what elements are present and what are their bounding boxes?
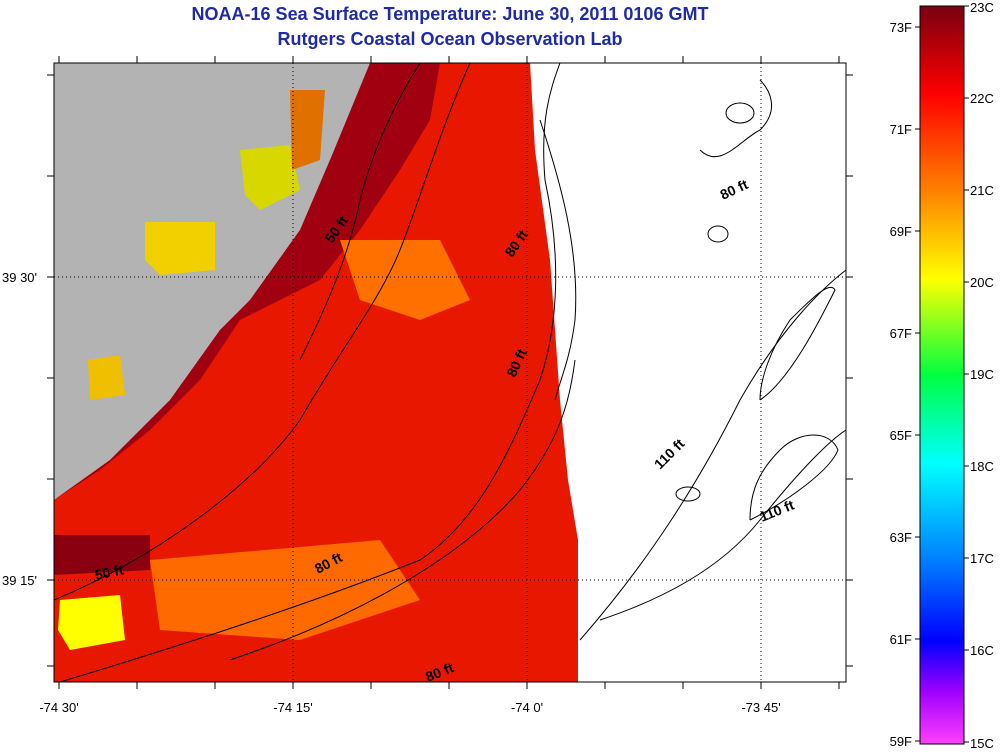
contour-label: 80 ft xyxy=(718,176,751,203)
contour-label: 110 ft xyxy=(757,496,797,524)
x-tick-label: -73 45' xyxy=(741,700,780,715)
contour-shoal xyxy=(699,79,773,158)
sst-warm-patch xyxy=(290,90,325,170)
colorbar-f-label: 63F xyxy=(890,530,912,545)
y-tick-label: 39 15' xyxy=(2,573,37,588)
map-title: NOAA-16 Sea Surface Temperature: June 30… xyxy=(191,4,709,24)
contour-80ft xyxy=(59,63,561,682)
colorbar-c-label: 20C xyxy=(970,275,994,290)
x-tick-label: -74 30' xyxy=(39,700,78,715)
contour-50ft-inner xyxy=(299,63,421,361)
colorbar-c-label: 16C xyxy=(970,643,994,658)
contour-80ft-2 xyxy=(229,359,576,661)
map-plot-area: 50 ft 80 ft 80 ft 80 ft 110 ft 110 ft 50… xyxy=(54,63,846,682)
colorbar-c-label: 19C xyxy=(970,367,994,382)
colorbar-f-label: 59F xyxy=(890,734,912,749)
x-tick-label: -74 0' xyxy=(511,700,543,715)
sst-orange-patch xyxy=(340,240,470,320)
sst-cool-patch xyxy=(58,595,125,650)
y-tick-label: 39 30' xyxy=(2,270,37,285)
contour-shoal-outer xyxy=(749,434,839,521)
plot-frame xyxy=(53,62,847,683)
x-tick-label: -74 15' xyxy=(273,700,312,715)
colorbar-c-label: 21C xyxy=(970,183,994,198)
map-subtitle: Rutgers Coastal Ocean Observation Lab xyxy=(277,29,623,49)
sst-cool-patch xyxy=(145,222,215,275)
colorbar: 73F 71F 69F 67F 65F 63F 61F 59F 23C 22C … xyxy=(890,0,994,751)
contour-label: 50 ft xyxy=(93,561,125,583)
colorbar-c-label: 23C xyxy=(970,0,994,15)
contour-110ft xyxy=(579,269,846,641)
contour-shoal-outer xyxy=(759,286,836,401)
contour-shoal-outer xyxy=(539,119,577,401)
colorbar-c-label: 18C xyxy=(970,459,994,474)
contour-110ft-2 xyxy=(599,429,846,621)
sst-orange-patch-south xyxy=(150,540,420,640)
sst-cool-patch xyxy=(240,145,300,210)
colorbar-f-label: 73F xyxy=(890,20,912,35)
land-area xyxy=(54,63,380,500)
colorbar-f-label: 65F xyxy=(890,428,912,443)
colorbar-f-label: 67F xyxy=(890,326,912,341)
contour-shoal-loop xyxy=(707,225,729,243)
colorbar-gradient xyxy=(919,5,965,745)
colorbar-f-label: 71F xyxy=(890,122,912,137)
bathymetry-contours xyxy=(54,63,846,682)
sst-warm-band xyxy=(54,63,440,500)
axis-ticks xyxy=(47,56,853,689)
contour-shoal-loop xyxy=(675,486,701,502)
sst-cool-patch xyxy=(88,355,125,400)
colorbar-f-label: 61F xyxy=(890,632,912,647)
contour-shoal-loop xyxy=(725,102,755,124)
graticule xyxy=(54,63,846,682)
contour-label: 110 ft xyxy=(651,435,688,472)
colorbar-c-label: 17C xyxy=(970,551,994,566)
contour-50ft xyxy=(54,63,471,601)
colorbar-c-label: 22C xyxy=(970,91,994,106)
colorbar-c-label: 15C xyxy=(970,736,994,751)
colorbar-f-label: 69F xyxy=(890,224,912,239)
